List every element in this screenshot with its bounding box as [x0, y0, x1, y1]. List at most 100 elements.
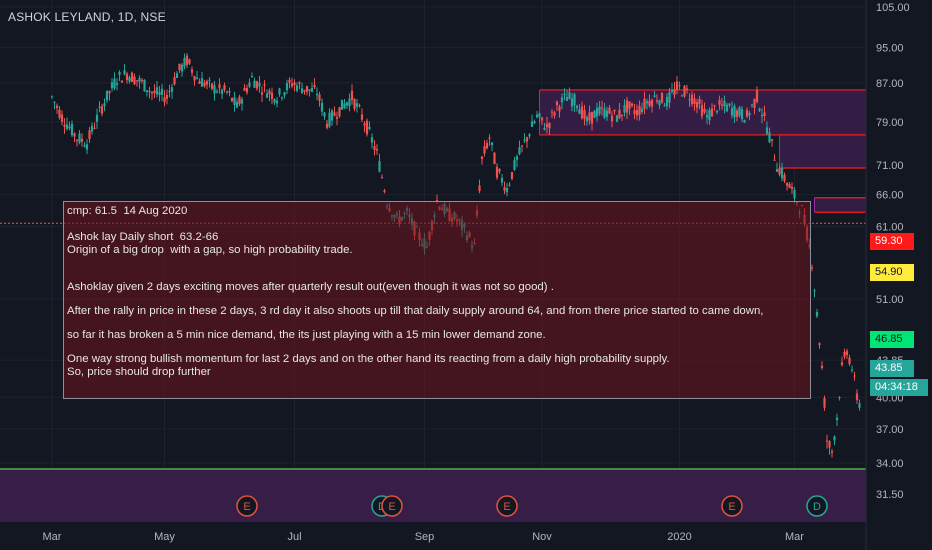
- candle-body: [575, 105, 579, 109]
- candle-body: [145, 90, 149, 93]
- candle-body: [565, 96, 569, 101]
- candle-body: [610, 115, 614, 122]
- y-tick-label: 51.00: [876, 294, 904, 306]
- note-spacer: [67, 270, 807, 281]
- event-marker-label: D: [813, 501, 821, 513]
- candle-body: [600, 107, 604, 109]
- candle-body: [115, 83, 119, 86]
- candle-body: [253, 80, 256, 88]
- candle-body: [155, 87, 159, 95]
- price-label: 59.30: [870, 233, 914, 250]
- candle-body: [558, 106, 561, 112]
- candle-body: [748, 112, 751, 116]
- candle-body: [508, 184, 511, 186]
- candle-body: [515, 156, 519, 160]
- analysis-note[interactable]: cmp: 61.5 14 Aug 2020 Ashok lay Daily sh…: [63, 201, 811, 399]
- candle-body: [630, 103, 634, 106]
- candle-body: [70, 123, 74, 136]
- candle-body: [105, 90, 109, 101]
- note-line: So, price should drop further: [67, 366, 211, 378]
- candle-body: [83, 145, 86, 147]
- candle-body: [50, 96, 54, 98]
- candle-body: [95, 114, 99, 122]
- candle-body: [520, 145, 524, 147]
- candle-body: [333, 112, 336, 116]
- candle-body: [788, 184, 791, 188]
- candle-body: [260, 92, 264, 95]
- candle-body: [775, 169, 779, 172]
- candle-body: [165, 94, 169, 99]
- candle-body: [708, 110, 711, 121]
- earnings-marker[interactable]: [236, 495, 258, 517]
- candle-body: [540, 117, 544, 121]
- x-tick-label: 2020: [667, 531, 691, 543]
- candle-body: [535, 114, 539, 118]
- candle-body: [263, 84, 266, 86]
- note-line: After the rally in price in these 2 days…: [67, 305, 764, 317]
- candle-body: [620, 114, 624, 117]
- candle-body: [638, 106, 641, 115]
- candle-body: [663, 105, 666, 107]
- candle-body: [240, 99, 244, 104]
- candle-body: [820, 365, 824, 368]
- candle-body: [218, 84, 221, 89]
- candle-body: [835, 417, 839, 421]
- candle-body: [193, 76, 196, 81]
- candle-body: [185, 55, 189, 65]
- candle-body: [190, 69, 194, 73]
- candle-body: [715, 110, 719, 113]
- candle-body: [843, 352, 846, 357]
- candle-body: [325, 123, 329, 128]
- candle-body: [143, 79, 146, 92]
- candle-body: [88, 130, 91, 140]
- candle-body: [268, 90, 271, 95]
- candle-body: [668, 92, 671, 103]
- candle-body: [178, 63, 181, 71]
- candle-body: [605, 110, 609, 117]
- candle-body: [583, 110, 586, 119]
- candle-body: [363, 123, 366, 126]
- candle-body: [723, 100, 726, 107]
- candle-body: [108, 91, 111, 94]
- candle-body: [78, 133, 81, 143]
- candle-body: [223, 85, 226, 90]
- candle-body: [648, 100, 651, 106]
- earnings-marker[interactable]: [381, 495, 403, 517]
- candle-body: [765, 127, 769, 134]
- note-line: so far it has broken a 5 min nice demand…: [67, 329, 546, 341]
- event-marker-label: E: [388, 501, 395, 513]
- candle-body: [358, 105, 361, 107]
- candle-body: [810, 267, 814, 269]
- candle-body: [680, 95, 684, 97]
- candle-body: [683, 85, 686, 97]
- earnings-marker[interactable]: [496, 495, 518, 517]
- candle-body: [850, 369, 854, 371]
- candle-body: [635, 109, 639, 116]
- candle-body: [763, 112, 766, 116]
- candle-body: [308, 89, 311, 91]
- dividend-marker[interactable]: [806, 495, 828, 517]
- candle-body: [818, 343, 821, 346]
- time-axis[interactable]: Mar May Jul Sep Nov 2020 Mar: [43, 531, 805, 543]
- candle-body: [340, 99, 344, 110]
- candle-body: [628, 101, 631, 109]
- candle-body: [295, 85, 299, 91]
- candle-body: [498, 168, 501, 172]
- candle-body: [288, 79, 291, 83]
- earnings-marker[interactable]: [721, 495, 743, 517]
- candle-body: [148, 90, 151, 92]
- note-line: One way strong bullish momentum for last…: [67, 353, 670, 365]
- candle-body: [510, 172, 514, 179]
- candle-body: [570, 98, 574, 107]
- note-line: cmp: 61.5 14 Aug 2020: [67, 205, 188, 217]
- candle-body: [305, 85, 309, 92]
- candle-body: [688, 99, 691, 101]
- y-tick-label: 95.00: [876, 42, 904, 54]
- candle-body: [153, 90, 156, 94]
- chart-title: ASHOK LEYLAND, 1D, NSE: [8, 10, 166, 24]
- candle-body: [505, 187, 509, 193]
- event-marker-label: E: [728, 501, 735, 513]
- candle-body: [258, 82, 261, 87]
- candle-body: [525, 137, 529, 142]
